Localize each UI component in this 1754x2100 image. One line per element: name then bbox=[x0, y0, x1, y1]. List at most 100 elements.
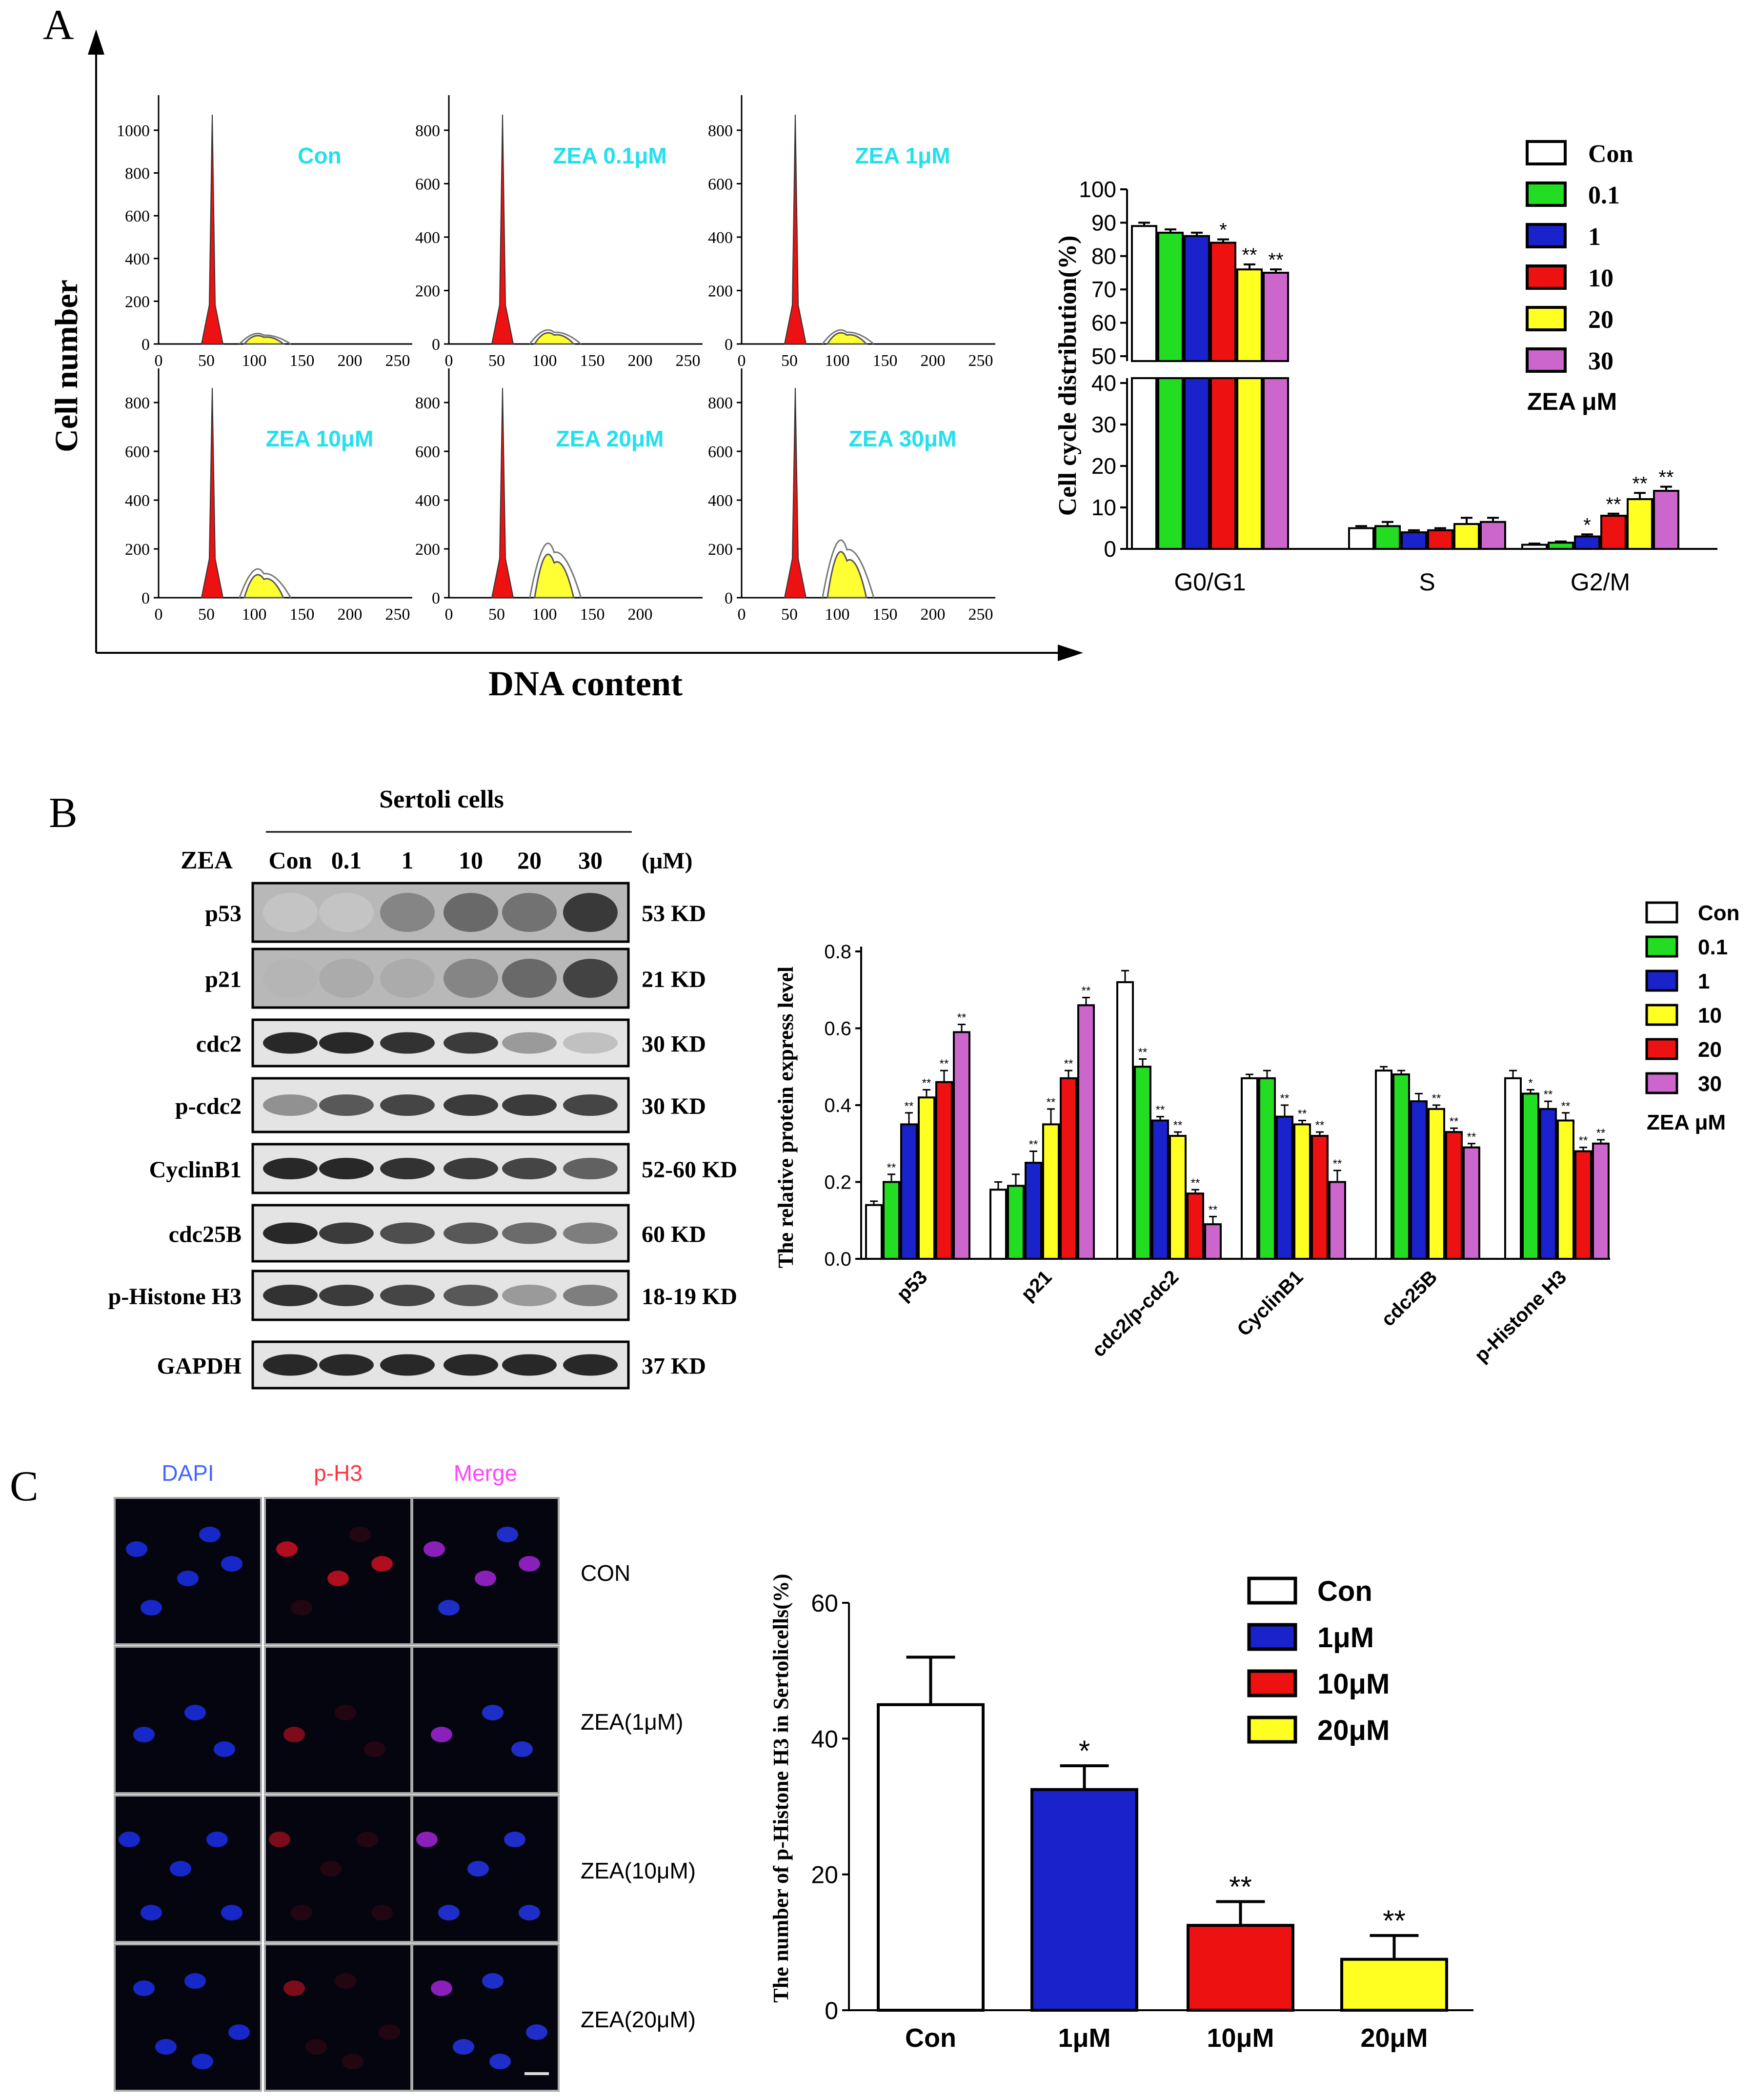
legend-label: 20μM bbox=[1317, 1715, 1390, 1746]
nucleus bbox=[423, 1541, 445, 1557]
blot-band bbox=[502, 1222, 557, 1244]
ytick-label: 80 bbox=[1091, 243, 1116, 269]
blot-band bbox=[502, 1354, 557, 1376]
bar bbox=[1445, 1131, 1463, 1260]
lane-label: 0.1 bbox=[331, 847, 362, 874]
histogram-label: ZEA 0.1μM bbox=[553, 143, 666, 168]
blot-band bbox=[263, 1158, 318, 1179]
ph3-chart: The number of p-Histone H3 in Sertolicel… bbox=[769, 1574, 1473, 2053]
bar bbox=[1311, 1135, 1329, 1260]
nucleus bbox=[192, 2054, 213, 2069]
blot-band bbox=[444, 1354, 498, 1376]
category-label: G0/G1 bbox=[1174, 568, 1246, 596]
histogram-ytick: 800 bbox=[415, 122, 440, 140]
significance-mark: ** bbox=[1029, 1138, 1038, 1151]
legend-swatch bbox=[1526, 140, 1567, 165]
significance-mark: * bbox=[1219, 220, 1227, 241]
nucleus bbox=[327, 1571, 349, 1586]
blot-row-p21: p21 21 KD bbox=[205, 948, 706, 1009]
protein-chart: The relative protein express level 0.00.… bbox=[774, 901, 1740, 1367]
histogram-ytick: 600 bbox=[125, 443, 150, 461]
blot-row-p-cdc2: p-cdc2 30 KD bbox=[175, 1077, 706, 1133]
histogram-xtick: 50 bbox=[488, 352, 505, 370]
bar bbox=[1463, 1146, 1480, 1260]
blot-band bbox=[444, 1032, 498, 1054]
panel-letter-b: B bbox=[49, 789, 78, 837]
nucleus bbox=[177, 1571, 199, 1586]
blot-band bbox=[263, 1094, 318, 1116]
histogram-2: 800 600 400 200 00 50 100 150 200 250 ZEA 1μM bbox=[708, 95, 995, 370]
legend-label: 1μM bbox=[1317, 1622, 1374, 1654]
nucleus bbox=[431, 1980, 452, 1996]
fit-curve bbox=[529, 329, 582, 345]
category-label: p-Histone H3 bbox=[1471, 1266, 1571, 1367]
blot-row-cdc25B: cdc25B 60 KD bbox=[169, 1204, 706, 1263]
western-blots: p53 53 KD p21 21 KD cdc2 30 KD p-cdc2 30 KD Cycl… bbox=[108, 882, 737, 1390]
fit-curve bbox=[822, 329, 874, 345]
histogram-xtick: 200 bbox=[921, 352, 946, 370]
bar bbox=[1293, 1123, 1311, 1260]
legend-label: 1 bbox=[1698, 969, 1710, 993]
histogram-xtick: 200 bbox=[338, 352, 363, 370]
histogram-xtick: 100 bbox=[825, 606, 850, 624]
bar bbox=[1329, 1181, 1346, 1260]
legend-swatch bbox=[1645, 1004, 1678, 1026]
histogram-ytick: 0 bbox=[725, 589, 733, 607]
panel-a-y-arrow bbox=[88, 29, 104, 55]
histogram-ytick: 1000 bbox=[117, 122, 150, 140]
bar bbox=[877, 1703, 985, 2012]
histogram-xtick: 150 bbox=[873, 606, 898, 624]
nucleus bbox=[526, 2024, 547, 2040]
bar-segment-lower bbox=[1184, 377, 1210, 550]
lane-labels: Con 0.1 1 10 20 30 bbox=[269, 847, 603, 874]
histogram-xtick: 100 bbox=[825, 352, 850, 370]
lane-label: 30 bbox=[578, 847, 603, 874]
blot-band bbox=[502, 1094, 557, 1116]
blot-band bbox=[380, 893, 435, 932]
histogram-ytick: 200 bbox=[415, 541, 440, 559]
significance-mark: ** bbox=[1209, 1203, 1218, 1216]
ytick-label: 30 bbox=[1091, 412, 1116, 437]
bar bbox=[1134, 1066, 1151, 1260]
blot-band bbox=[563, 1094, 618, 1116]
blot-row-p-Histone H3: p-Histone H3 18-19 KD bbox=[108, 1270, 737, 1321]
histogram-xtick: 150 bbox=[290, 606, 315, 624]
legend-swatch bbox=[1645, 969, 1678, 992]
histogram-ytick: 400 bbox=[415, 229, 440, 247]
significance-mark: ** bbox=[1138, 1046, 1148, 1059]
bar bbox=[1340, 1958, 1448, 2012]
blot-row-CyclinB1: CyclinB1 52-60 KD bbox=[149, 1143, 737, 1194]
histogram-ytick: 400 bbox=[708, 492, 733, 510]
nucleus bbox=[305, 2039, 327, 2055]
ytick-label: 0.6 bbox=[824, 1018, 851, 1040]
g1-peak bbox=[491, 387, 514, 598]
histogram-xtick: 250 bbox=[968, 606, 993, 624]
blot-row-p53: p53 53 KD bbox=[205, 882, 706, 943]
ytick-label: 0 bbox=[1104, 536, 1116, 562]
histogram-xtick: 0 bbox=[155, 352, 163, 370]
histogram-xtick: 0 bbox=[738, 352, 746, 370]
fit-curve bbox=[239, 333, 291, 345]
ytick-label: 20 bbox=[1091, 453, 1116, 479]
ytick-label: 0.0 bbox=[824, 1249, 851, 1270]
micrograph-tile bbox=[264, 1943, 412, 2092]
significance-mark: ** bbox=[887, 1161, 896, 1174]
blot-kd: 30 KD bbox=[642, 1093, 706, 1119]
ytick-label: 0.2 bbox=[824, 1172, 851, 1193]
ytick-label: 70 bbox=[1091, 277, 1116, 302]
histogram-ytick: 0 bbox=[141, 589, 150, 607]
micrograph-tile bbox=[264, 1646, 412, 1794]
nucleus bbox=[467, 1861, 489, 1877]
histogram-xtick: 0 bbox=[155, 606, 163, 624]
significance-mark: ** bbox=[1561, 1100, 1571, 1113]
histogram-1: 800 600 400 200 00 50 100 150 200 250 ZEA 0.1μM bbox=[415, 95, 703, 370]
blot-band bbox=[444, 959, 498, 998]
histogram-ytick: 0 bbox=[432, 589, 440, 607]
blot-band bbox=[444, 1222, 498, 1244]
sertoli-header: Sertoli cells bbox=[379, 786, 504, 813]
nucleus bbox=[133, 1980, 155, 1996]
legend-label: 20 bbox=[1588, 306, 1613, 334]
nucleus bbox=[371, 1905, 393, 1920]
bar bbox=[1401, 531, 1427, 550]
histogram-ytick: 800 bbox=[708, 122, 733, 140]
